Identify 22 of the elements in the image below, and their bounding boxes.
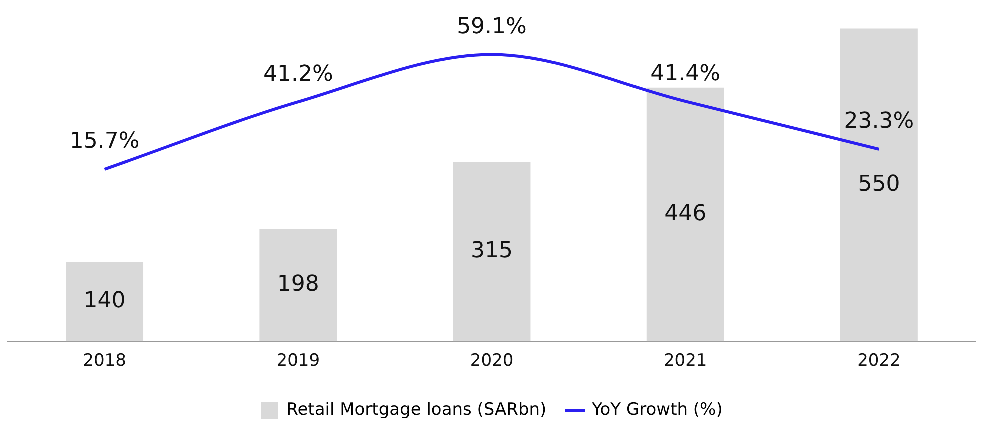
data-label: 41.4% [650, 61, 721, 86]
data-label: 41.2% [263, 62, 334, 87]
bar [66, 262, 144, 342]
legend-label: YoY Growth (%) [591, 400, 723, 420]
bar [646, 88, 724, 342]
x-tick-label: 2021 [664, 351, 708, 372]
x-tick-label: 2019 [276, 351, 320, 372]
data-label: 446 [664, 201, 707, 226]
x-tick-label: 2022 [858, 351, 901, 372]
x-tick-label: 2018 [83, 351, 126, 372]
data-label: 550 [858, 172, 900, 197]
data-label: 315 [471, 238, 513, 264]
data-label: 23.3% [844, 109, 914, 134]
bar [840, 28, 918, 342]
bar [453, 162, 531, 342]
data-label: 140 [84, 288, 126, 314]
data-label: 15.7% [70, 129, 140, 154]
legend-label: Retail Mortgage loans (SARbn) [286, 400, 547, 420]
bar [260, 228, 338, 342]
x-tick-label: 2020 [470, 351, 514, 372]
data-label: 198 [277, 272, 320, 298]
data-label: 59.1% [457, 14, 527, 40]
